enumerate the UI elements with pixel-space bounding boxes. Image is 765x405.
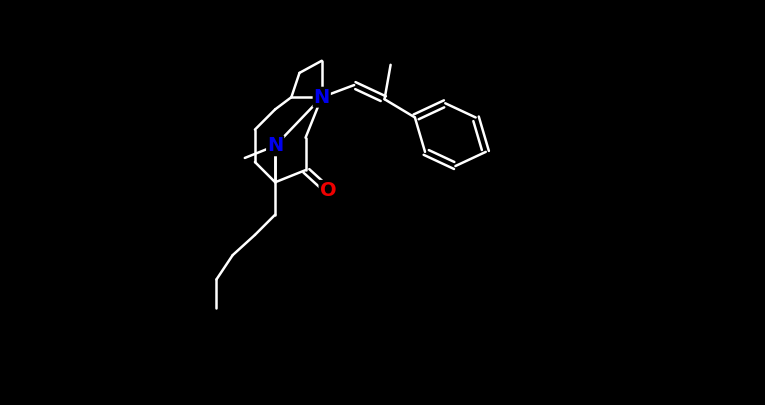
Text: N: N	[314, 88, 330, 107]
Text: N: N	[267, 136, 283, 155]
Text: O: O	[320, 181, 336, 200]
